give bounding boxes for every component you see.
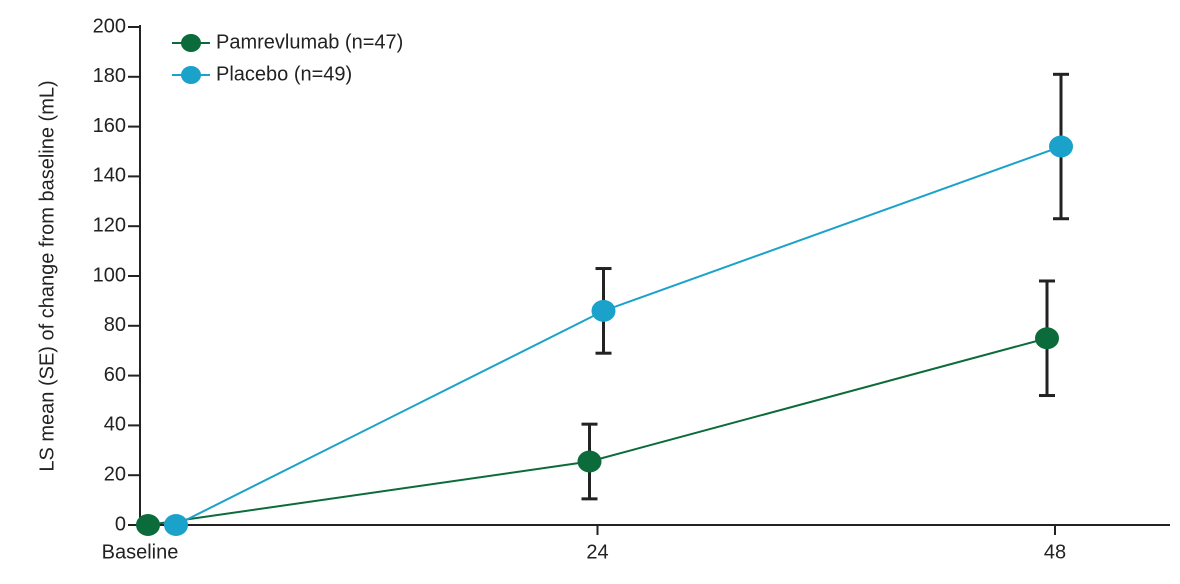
marker	[164, 514, 188, 536]
marker	[1049, 135, 1073, 158]
x-tick-label: 24	[586, 541, 608, 563]
marker	[577, 450, 602, 473]
y-tick-label: 20	[104, 463, 126, 485]
y-tick-label: 160	[93, 115, 126, 137]
x-tick-label: 48	[1044, 541, 1066, 563]
y-tick-label: 100	[93, 264, 126, 286]
y-tick-label: 60	[104, 364, 126, 386]
y-tick-label: 140	[93, 165, 126, 187]
x-tick-label: Baseline	[102, 541, 179, 563]
marker	[591, 299, 616, 322]
legend-marker	[181, 34, 201, 52]
y-tick-label: 40	[104, 414, 126, 436]
y-axis-label: LS mean (SE) of change from baseline (mL…	[36, 80, 58, 471]
y-tick-label: 180	[93, 65, 126, 87]
marker	[136, 514, 160, 536]
series-line	[147, 337, 1048, 526]
legend-marker	[181, 66, 201, 84]
y-tick-label: 0	[115, 513, 126, 535]
y-tick-label: 200	[93, 15, 126, 37]
y-tick-label: 120	[93, 214, 126, 236]
legend-label: Pamrevlumab (n=47)	[216, 31, 403, 53]
y-tick-label: 80	[104, 314, 126, 336]
legend-label: Placebo (n=49)	[216, 63, 352, 85]
marker	[1035, 327, 1059, 350]
series-line	[175, 145, 1062, 526]
